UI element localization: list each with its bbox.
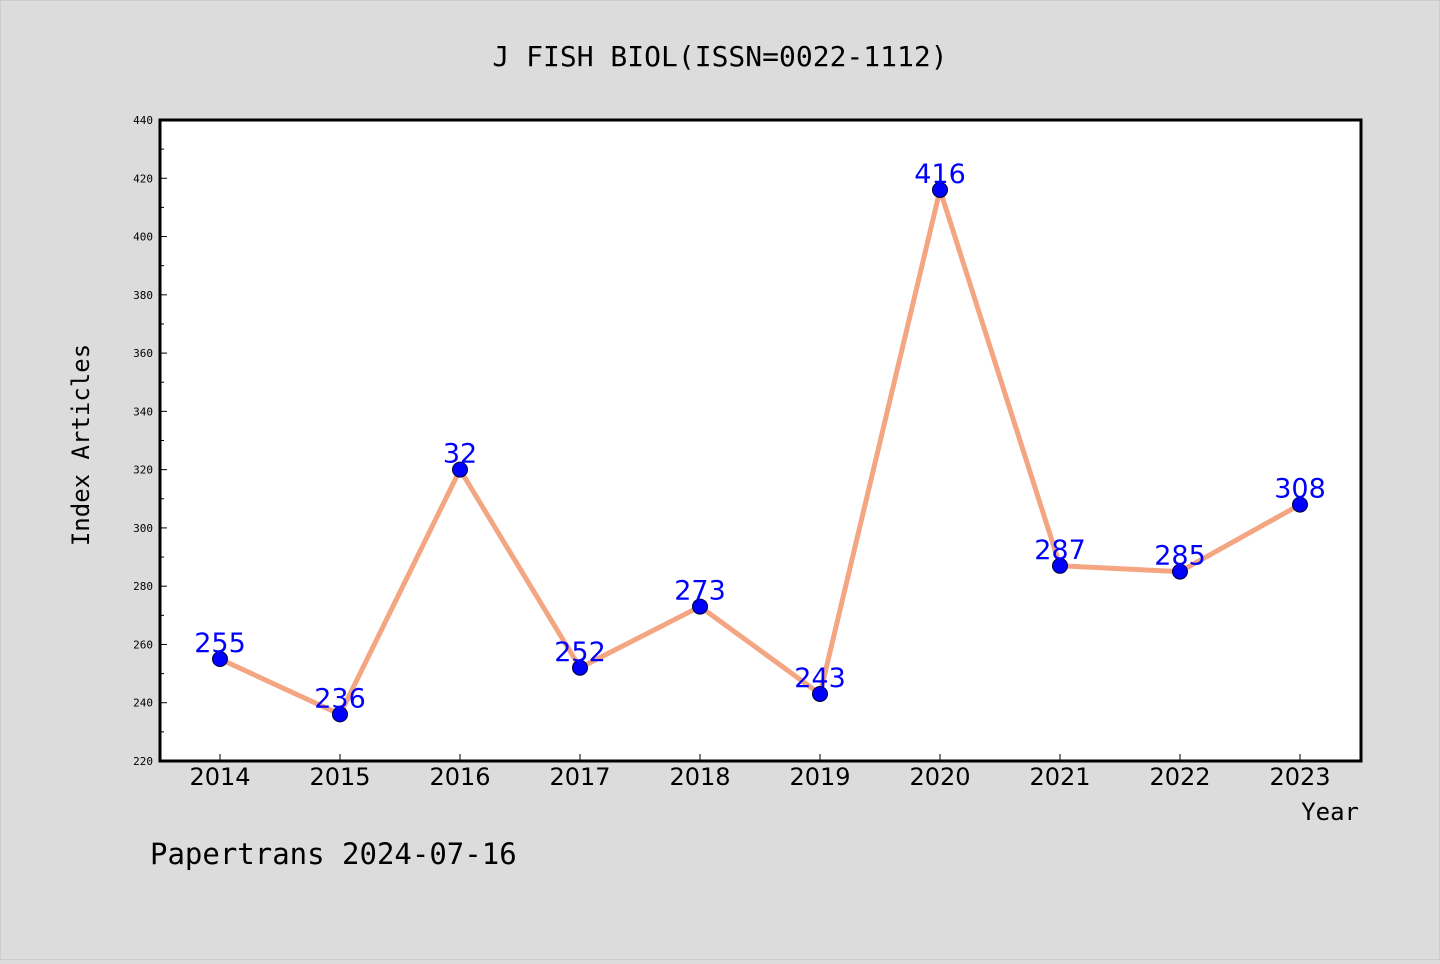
x-axis-label: Year [1301, 798, 1359, 826]
x-tick-label: 2014 [189, 763, 250, 791]
y-tick-label: 400 [133, 231, 153, 244]
data-point-marker [812, 685, 828, 702]
data-point-marker [1172, 563, 1188, 580]
x-tick-label: 2019 [789, 763, 850, 791]
y-tick-label: 280 [133, 580, 153, 593]
data-point-marker [1292, 496, 1308, 513]
x-tick-label: 2016 [429, 763, 490, 791]
data-point-marker [932, 181, 948, 198]
x-tick-label: 2023 [1269, 763, 1330, 791]
y-tick-label: 320 [133, 464, 153, 477]
y-tick-label: 260 [133, 638, 153, 651]
data-point-marker [332, 706, 348, 723]
data-point-marker [452, 461, 468, 478]
footer-watermark: Papertrans 2024-07-16 [150, 837, 517, 871]
data-label: 308 [1274, 474, 1326, 505]
data-label: 32 [443, 439, 477, 470]
x-tick-label: 2020 [909, 763, 970, 791]
data-label: 416 [914, 159, 966, 190]
data-label: 252 [554, 637, 606, 668]
x-tick-label: 2017 [549, 763, 610, 791]
y-axis: 220 240 260 280 300 320 340 360 380 400 420 440 [133, 114, 167, 768]
plot-area [158, 118, 1363, 763]
y-tick-label: 420 [133, 172, 153, 185]
x-axis: 2014 2015 2016 2017 2018 2019 2020 2021 2022 2023 [189, 754, 1331, 791]
y-axis-label: Index Articles [67, 344, 95, 546]
y-tick-label: 220 [133, 755, 153, 768]
y-tick-label: 360 [133, 347, 153, 360]
chart-title: J FISH BIOL(ISSN=0022-1112) [492, 40, 947, 73]
y-tick-label: 340 [133, 405, 153, 418]
x-tick-label: 2018 [669, 763, 730, 791]
data-point-marker [1052, 557, 1068, 574]
data-point-marker [212, 651, 228, 668]
y-tick-label: 440 [133, 114, 153, 127]
data-point-marker [692, 598, 708, 615]
data-label: 287 [1034, 535, 1086, 566]
series-line [217, 187, 1303, 717]
y-tick-label: 240 [133, 697, 153, 710]
y-tick-label: 380 [133, 289, 153, 302]
y-tick-label: 300 [133, 522, 153, 535]
data-label: 243 [794, 663, 846, 694]
data-label: 273 [674, 576, 726, 607]
data-point-marker [572, 659, 588, 676]
data-label: 255 [194, 628, 246, 659]
x-tick-label: 2021 [1029, 763, 1090, 791]
data-labels: 255 236 32 252 273 243 416 287 285 308 [194, 159, 1326, 714]
data-label: 285 [1154, 541, 1206, 572]
data-markers [212, 181, 1308, 723]
data-label: 236 [314, 683, 366, 714]
x-tick-label: 2022 [1149, 763, 1210, 791]
x-tick-label: 2015 [309, 763, 370, 791]
